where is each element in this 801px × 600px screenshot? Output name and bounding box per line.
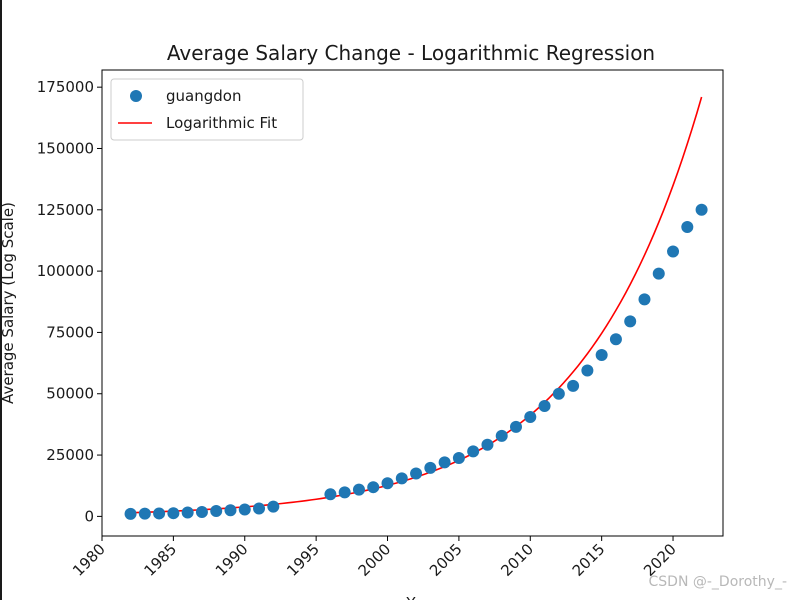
legend: guangdon Logarithmic Fit <box>110 78 304 141</box>
scatter-point <box>681 220 694 233</box>
window-left-border <box>0 0 2 600</box>
scatter-point <box>395 472 408 485</box>
scatter-point <box>167 507 180 520</box>
y-tick-label: 100000 <box>37 262 94 280</box>
scatter-point <box>224 504 237 517</box>
scatter-point <box>467 445 480 458</box>
scatter-point <box>624 315 637 328</box>
x-tick-label: 2000 <box>355 540 395 580</box>
scatter-point <box>595 349 608 361</box>
watermark: CSDN @-_Dorothy_- <box>648 574 787 590</box>
x-tick-label: 2010 <box>497 540 537 580</box>
plot-area-frame <box>101 69 724 537</box>
scatter-point <box>195 505 208 518</box>
scatter-point <box>438 456 451 469</box>
scatter-point <box>367 481 380 494</box>
x-tick-label: 2015 <box>569 540 609 580</box>
y-axis: 0 25000 50000 75000 100000 125000 150000 175000 <box>37 78 102 525</box>
scatter-point <box>210 504 223 517</box>
x-tick-label: 1990 <box>212 540 252 580</box>
y-axis-label: Average Salary (Log Scale) <box>0 202 17 404</box>
legend-label-guangdon: guangdon <box>166 87 241 105</box>
logarithmic-fit-line <box>130 96 703 514</box>
y-tick-label: 175000 <box>37 78 94 96</box>
chart-title: Average Salary Change - Logarithmic Regr… <box>167 41 655 65</box>
x-tick-label: 1995 <box>283 540 323 580</box>
y-tick-label: 50000 <box>46 385 94 403</box>
x-tick-label: 1985 <box>140 540 180 580</box>
x-tick-label: 2005 <box>426 540 466 580</box>
scatter-point <box>424 461 437 474</box>
scatter-point <box>567 379 580 392</box>
scatter-point <box>481 438 494 451</box>
scatter-point <box>638 293 651 306</box>
x-axis-label: Y <box>405 594 416 600</box>
scatter-point <box>253 502 266 515</box>
scatter-point <box>138 507 151 520</box>
x-tick-label: 1980 <box>69 540 109 580</box>
scatter-point <box>181 506 194 519</box>
y-tick-label: 25000 <box>46 446 94 464</box>
y-tick-label: 125000 <box>37 201 94 219</box>
scatter-point <box>338 486 351 499</box>
scatter-point <box>695 203 708 216</box>
scatter-point <box>381 477 394 490</box>
scatter-point <box>552 387 565 400</box>
scatter-point <box>495 429 508 442</box>
legend-label-fit: Logarithmic Fit <box>166 114 277 132</box>
scatter-point <box>452 452 465 465</box>
scatter-point <box>153 507 166 520</box>
scatter-point <box>510 420 522 433</box>
scatter-point <box>410 467 423 480</box>
legend-scatter-marker <box>130 90 142 102</box>
scatter-point <box>609 333 622 346</box>
y-tick-label: 150000 <box>37 139 94 157</box>
y-tick-label: 75000 <box>46 323 94 341</box>
scatter-series-guangdon <box>124 203 708 520</box>
scatter-point <box>324 488 337 501</box>
y-tick-label: 0 <box>84 507 94 525</box>
scatter-point <box>652 267 665 280</box>
scatter-point <box>352 483 365 496</box>
scatter-point <box>267 500 280 513</box>
scatter-point <box>538 400 551 413</box>
x-axis: 1980 1985 1990 1995 2000 2005 2010 2015 2020 <box>69 536 680 580</box>
legend-box <box>110 78 304 141</box>
scatter-point <box>524 411 537 424</box>
scatter-point <box>667 245 680 258</box>
scatter-point <box>581 364 594 377</box>
scatter-point <box>124 507 137 520</box>
scatter-point <box>238 503 251 516</box>
